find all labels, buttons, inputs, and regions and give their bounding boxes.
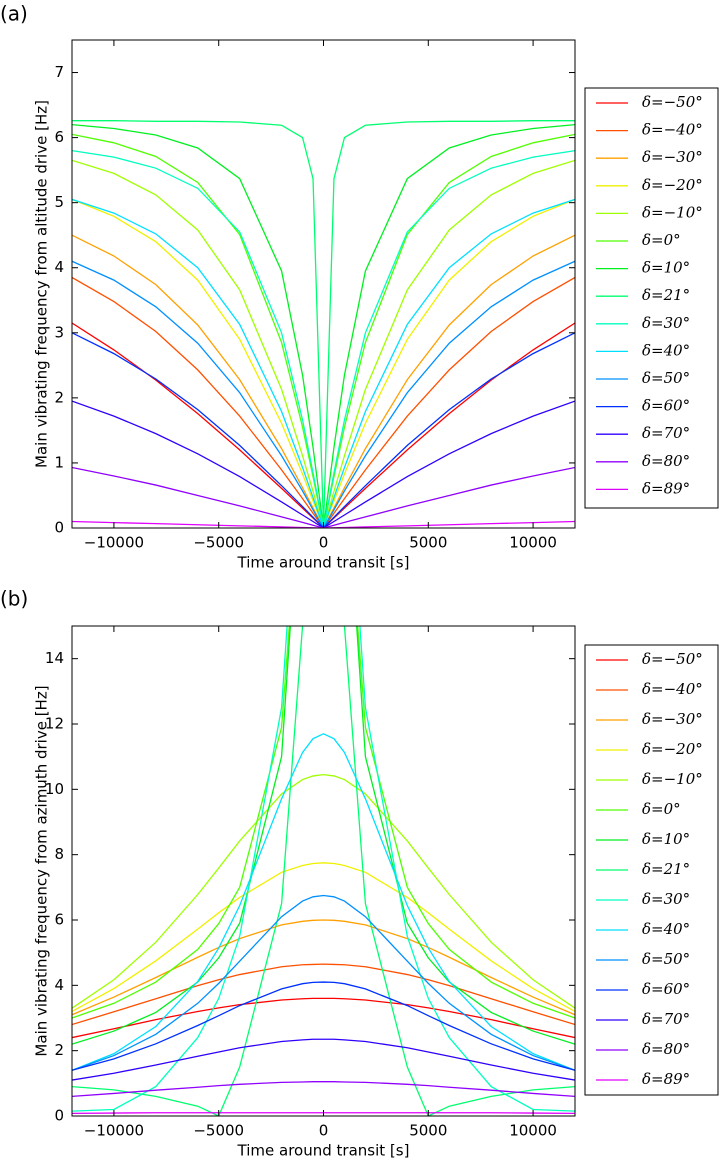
legend-label: δ=−30° (642, 710, 703, 728)
y-tick-label: 0 (54, 519, 64, 537)
y-tick-label: 2 (54, 388, 64, 406)
series-line (72, 773, 575, 1009)
series-line (72, 997, 575, 1039)
legend-label: δ=70° (642, 1010, 690, 1028)
legend-label: δ=0° (642, 231, 681, 249)
series-line (72, 322, 575, 528)
x-axis-label: Time around transit [s] (237, 554, 410, 572)
series-line (72, 149, 575, 528)
y-tick-label: 7 (54, 63, 64, 81)
x-tick-label: −5000 (193, 1122, 244, 1140)
series-line (72, 919, 575, 1016)
series-line (72, 198, 575, 528)
legend-label: δ=80° (642, 452, 690, 470)
legend-label: δ=−50° (642, 650, 703, 668)
series-line (72, 520, 575, 528)
legend-label: δ=−20° (642, 740, 703, 758)
y-tick-label: 0 (54, 1107, 64, 1125)
y-tick-label: 4 (54, 258, 64, 276)
y-tick-label: 12 (45, 715, 64, 733)
legend: δ=−50° δ=−40° δ=−30° δ=−20° δ=−10° δ=0° δ=10° δ… (584, 87, 719, 509)
series-line (72, 626, 575, 1112)
legend-label: δ=50° (642, 950, 690, 968)
x-tick-label: 0 (319, 1122, 329, 1140)
series-line (72, 894, 575, 1071)
x-tick-label: 5000 (409, 1122, 447, 1140)
series-line (72, 1038, 575, 1081)
plot-frame (71, 625, 576, 1117)
series-line (72, 981, 575, 1071)
series-line (72, 862, 575, 1013)
series-line (72, 234, 575, 528)
legend-label: δ=50° (642, 369, 690, 387)
legend-label: δ=21° (642, 860, 690, 878)
legend-label: δ=21° (642, 286, 690, 304)
legend-label: δ=40° (642, 920, 690, 938)
y-axis-label: Main vibrating frequency from altitude d… (33, 100, 51, 468)
legend-label: δ=89° (642, 1070, 690, 1088)
series-line (72, 332, 575, 528)
y-tick-label: 5 (54, 193, 64, 211)
y-tick-label: 2 (54, 1041, 64, 1059)
legend-label: δ=−10° (642, 770, 703, 788)
y-tick-label: 10 (45, 780, 64, 798)
x-tick-label: 5000 (409, 534, 447, 552)
series-line (72, 198, 575, 528)
panel-label: (a) (0, 2, 28, 26)
legend-label: δ=−20° (642, 176, 703, 194)
y-tick-label: 6 (54, 911, 64, 929)
series-line (72, 123, 575, 528)
series-line (72, 260, 575, 528)
panel-label: (b) (0, 587, 28, 611)
legend-label: δ=−10° (642, 203, 703, 221)
legend-label: δ=10° (642, 830, 690, 848)
y-tick-label: 8 (54, 845, 64, 863)
series-line (72, 133, 575, 528)
series-line (72, 466, 575, 528)
series-line (72, 626, 575, 1116)
y-tick-label: 1 (54, 453, 64, 471)
y-axis-label: Main vibrating frequency from azimuth dr… (33, 685, 51, 1056)
legend-label: δ=30° (642, 890, 690, 908)
plot-frame (71, 39, 576, 529)
x-tick-label: 10000 (509, 534, 557, 552)
legend-label: δ=80° (642, 1040, 690, 1058)
legend-label: δ=−50° (642, 93, 703, 111)
x-tick-label: −10000 (84, 534, 144, 552)
y-tick-label: 4 (54, 976, 64, 994)
series-line (72, 120, 575, 528)
legend-label: δ=−40° (642, 680, 703, 698)
legend-label: δ=0° (642, 800, 681, 818)
legend: δ=−50° δ=−40° δ=−30° δ=−20° δ=−10° δ=0° δ=10° δ… (584, 644, 719, 1096)
y-tick-label: 3 (54, 323, 64, 341)
legend-label: δ=10° (642, 259, 690, 277)
series-line (72, 963, 575, 1026)
series-line (72, 1081, 575, 1098)
y-tick-label: 14 (45, 649, 64, 667)
x-tick-label: 10000 (509, 1122, 557, 1140)
legend-label: δ=40° (642, 341, 690, 359)
legend-label: δ=−30° (642, 148, 703, 166)
series-line (72, 159, 575, 528)
legend-label: δ=60° (642, 397, 690, 415)
x-axis-label: Time around transit [s] (237, 1142, 410, 1159)
series-line (72, 400, 575, 528)
legend-label: δ=60° (642, 980, 690, 998)
series-line (72, 733, 575, 1071)
x-tick-label: 0 (319, 534, 329, 552)
x-tick-label: −10000 (84, 1122, 144, 1140)
x-tick-label: −5000 (193, 534, 244, 552)
legend-label: δ=70° (642, 424, 690, 442)
series-line (72, 276, 575, 528)
series-line (72, 626, 575, 1019)
legend-label: δ=89° (642, 479, 690, 497)
y-tick-label: 6 (54, 128, 64, 146)
legend-label: δ=30° (642, 314, 690, 332)
legend-label: δ=−40° (642, 121, 703, 139)
